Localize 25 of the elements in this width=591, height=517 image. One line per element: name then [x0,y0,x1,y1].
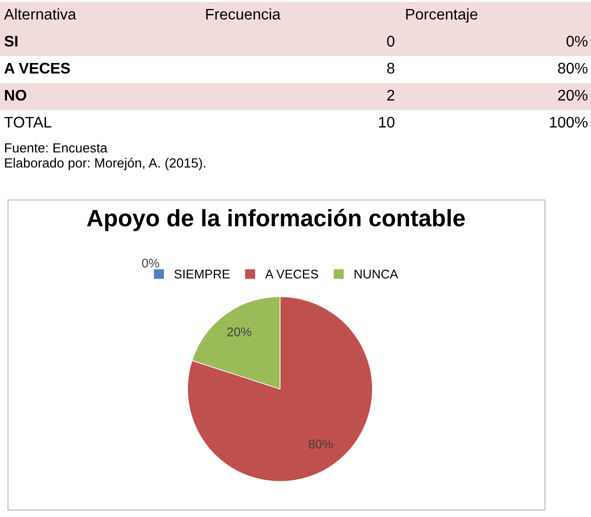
text: 100% [550,116,588,128]
text: 10 [379,116,394,128]
text: 20% [558,90,588,101]
pie-slice [187,296,373,482]
text: NO [5,90,26,101]
text: Porcentaje [406,8,478,23]
text: 2 [387,90,394,100]
text: 8 [387,62,394,74]
source-note: Fuente: Encuesta [5,143,108,153]
text: A VECES [4,62,70,74]
text: Elaborado por: Morejón, A. (2015). [5,158,206,170]
text: 0% [142,258,160,268]
data-label: 80% [308,440,333,449]
chart-title: Apoyo de la información contable [87,208,465,232]
legend-label: SIEMPRE [174,270,230,278]
legend-label: A VECES [265,270,318,278]
text: 0 [387,36,394,47]
text: 80% [558,62,588,74]
text: 0% [566,36,588,47]
legend-label: NUNCA [354,270,398,278]
text: Frecuencia [206,8,281,20]
text: TOTAL [4,116,52,128]
text: Alternativa [4,8,76,20]
text: SI [4,36,18,47]
data-label: 20% [227,327,252,336]
